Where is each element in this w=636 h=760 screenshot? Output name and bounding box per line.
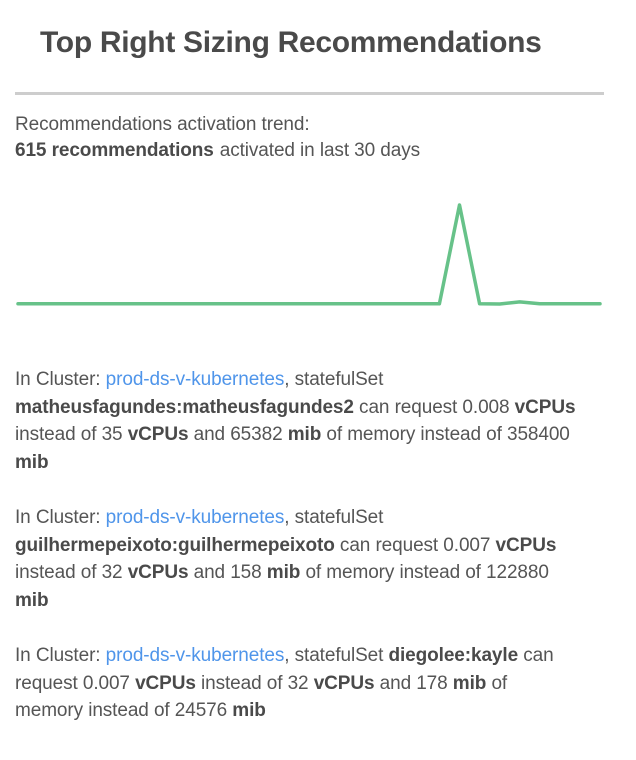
text-run: and 178 — [374, 672, 453, 694]
text-run: In Cluster: — [15, 369, 106, 390]
text-run: and 158 — [188, 562, 267, 583]
text-run: can request 0.007 — [334, 534, 496, 556]
emphasis-text: vCPUs — [514, 396, 576, 418]
emphasis-text: mib — [287, 424, 322, 445]
cluster-link[interactable]: prod-ds-v-kubernetes — [105, 645, 285, 666]
divider — [15, 92, 604, 95]
emphasis-text: diegolee:kayle — [388, 645, 519, 666]
page-title: Top Right Sizing Recommendations — [40, 26, 542, 59]
trend-summary: Recommendations activation trend: 615 re… — [15, 112, 621, 164]
emphasis-text: mib — [266, 562, 301, 583]
text-run: , statefulSet — [284, 645, 389, 666]
emphasis-text: mib — [15, 589, 49, 611]
emphasis-text: mib — [232, 700, 266, 721]
cluster-link[interactable]: prod-ds-v-kubernetes — [105, 507, 285, 528]
text-run: instead of 32 — [15, 562, 128, 583]
text-run: instead of 32 — [195, 672, 314, 694]
emphasis-text: matheusfagundes:matheusfagundes2 — [15, 396, 354, 418]
text-run: instead of 35 — [15, 424, 128, 445]
text-run: can request 0.007 — [15, 645, 554, 694]
emphasis-text: vCPUs — [313, 672, 375, 694]
emphasis-text: mib — [452, 672, 487, 694]
trend-chart — [16, 203, 602, 306]
cluster-link[interactable]: prod-ds-v-kubernetes — [105, 369, 285, 390]
text-run: and 65382 — [188, 424, 288, 445]
emphasis-text: vCPUs — [495, 534, 557, 556]
emphasis-text: mib — [15, 451, 49, 473]
recommendation-item: In Cluster: prod-ds-v-kubernetes, statef… — [15, 504, 580, 614]
trend-suffix: activated in last 30 days — [219, 140, 421, 161]
text-run: In Cluster: — [15, 645, 106, 666]
recommendation-item: In Cluster: prod-ds-v-kubernetes, statef… — [15, 642, 580, 725]
trend-line — [16, 203, 602, 306]
trend-count: 615 recommendations — [15, 140, 214, 161]
emphasis-text: guilhermepeixoto:guilhermepeixoto — [15, 534, 335, 556]
recommendation-item: In Cluster: prod-ds-v-kubernetes, statef… — [15, 366, 580, 476]
trend-label: Recommendations activation trend: — [15, 114, 310, 135]
text-run: of memory instead of 24576 — [15, 672, 508, 722]
text-run: , statefulSet — [284, 369, 384, 390]
text-run: can request 0.008 — [353, 396, 515, 418]
text-run: , statefulSet — [284, 507, 384, 528]
text-run: of memory instead of 122880 — [300, 562, 549, 583]
text-run: of memory instead of 358400 — [321, 424, 570, 445]
emphasis-text: vCPUs — [135, 672, 196, 694]
emphasis-text: vCPUs — [127, 562, 189, 583]
text-run: In Cluster: — [15, 507, 106, 528]
emphasis-text: vCPUs — [127, 424, 189, 445]
